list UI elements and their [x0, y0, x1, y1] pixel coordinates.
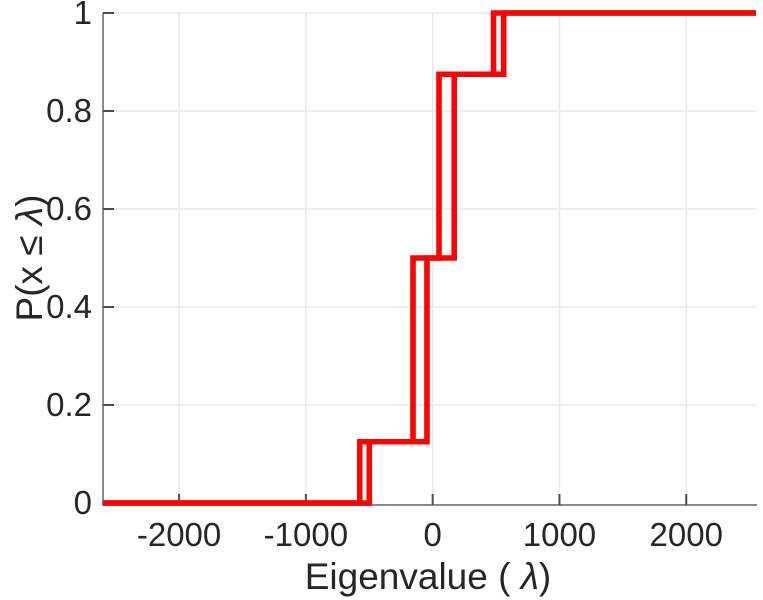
x-tick-labels: -2000 -1000 0 1000 2000 [137, 516, 723, 553]
y-axis-label-part: P(x ≤ [9, 225, 50, 321]
x-axis-label: Eigenvalue ( λ) [305, 556, 552, 597]
x-axis-label-part: ) [539, 556, 551, 597]
y-axis-label: P(x ≤ λ) [9, 195, 50, 322]
x-tick-label: 2000 [650, 516, 723, 553]
y-tick-label: 0.6 [46, 190, 92, 227]
ecdf-step-trailing [103, 10, 756, 506]
ecdf-curves [103, 10, 756, 506]
x-tick-label: -2000 [137, 516, 221, 553]
y-tick-label: 1 [74, 0, 92, 31]
x-tick-label: 1000 [523, 516, 596, 553]
x-axis-label-part: λ [519, 556, 539, 597]
y-tick-labels: 0 0.2 0.4 0.6 0.8 1 [46, 0, 92, 521]
y-axis-label-part: ) [9, 195, 50, 207]
y-tick-label: 0.8 [46, 92, 92, 129]
x-tick-label: 0 [423, 516, 441, 553]
x-tick-label: -1000 [264, 516, 348, 553]
y-tick-label: 0.2 [46, 386, 92, 423]
x-axis-label-part: Eigenvalue ( [305, 556, 521, 597]
y-tick-label: 0 [74, 484, 92, 521]
y-tick-label: 0.4 [46, 288, 92, 325]
y-axis-label-part: λ [9, 207, 50, 227]
